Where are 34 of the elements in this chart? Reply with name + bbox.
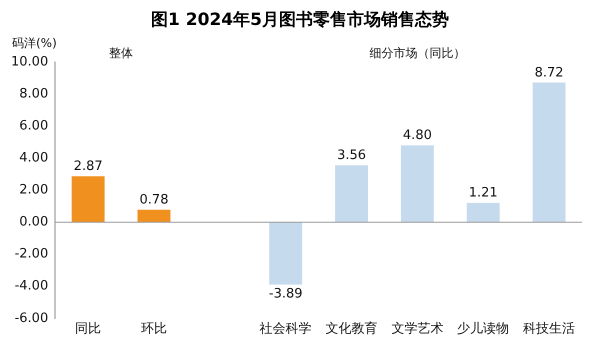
y-tick-label: 4.00	[19, 150, 48, 166]
x-tick-label: 少儿读物	[457, 322, 510, 337]
x-tick-label: 环比	[140, 322, 167, 337]
x-tick-label: 文化教育	[326, 320, 378, 337]
y-tick-label: -4.00	[14, 278, 48, 294]
x-tick-label: 社会科学	[260, 322, 312, 337]
x-tick-label: 同比	[75, 322, 102, 337]
data-label: 3.56	[337, 148, 366, 164]
data-label: 8.72	[534, 65, 564, 80]
y-axis-title: 码洋(%)	[12, 36, 57, 50]
y-tick-label: 8.00	[19, 86, 48, 102]
text: 整体	[109, 46, 134, 60]
y-tick-label: 2.00	[19, 182, 48, 198]
y-tick-label: 0.00	[19, 214, 48, 230]
y-tick-label: -6.00	[14, 310, 48, 326]
text: 细分市场（同比）	[369, 46, 466, 60]
y-tick-label: 6.00	[19, 118, 48, 134]
bar	[269, 222, 302, 285]
y-tick-label: -2.00	[14, 246, 48, 262]
data-label: 4.80	[402, 128, 432, 144]
bar	[335, 165, 368, 222]
bar	[138, 210, 170, 222]
x-tick-label: 科技生活	[523, 322, 576, 337]
bar	[400, 145, 434, 222]
chart-title: 图1 2024年5月图书零售市场销售态势	[150, 9, 450, 32]
bar	[532, 82, 566, 222]
x-tick-label: 文学艺术	[391, 322, 444, 337]
y-tick-label: 10.00	[11, 54, 48, 70]
data-label: -3.89	[268, 286, 303, 302]
data-label: 2.87	[74, 159, 103, 174]
bar	[466, 202, 500, 222]
bar	[72, 176, 105, 222]
data-label: 0.78	[140, 192, 168, 208]
data-label: 1.21	[468, 186, 498, 201]
